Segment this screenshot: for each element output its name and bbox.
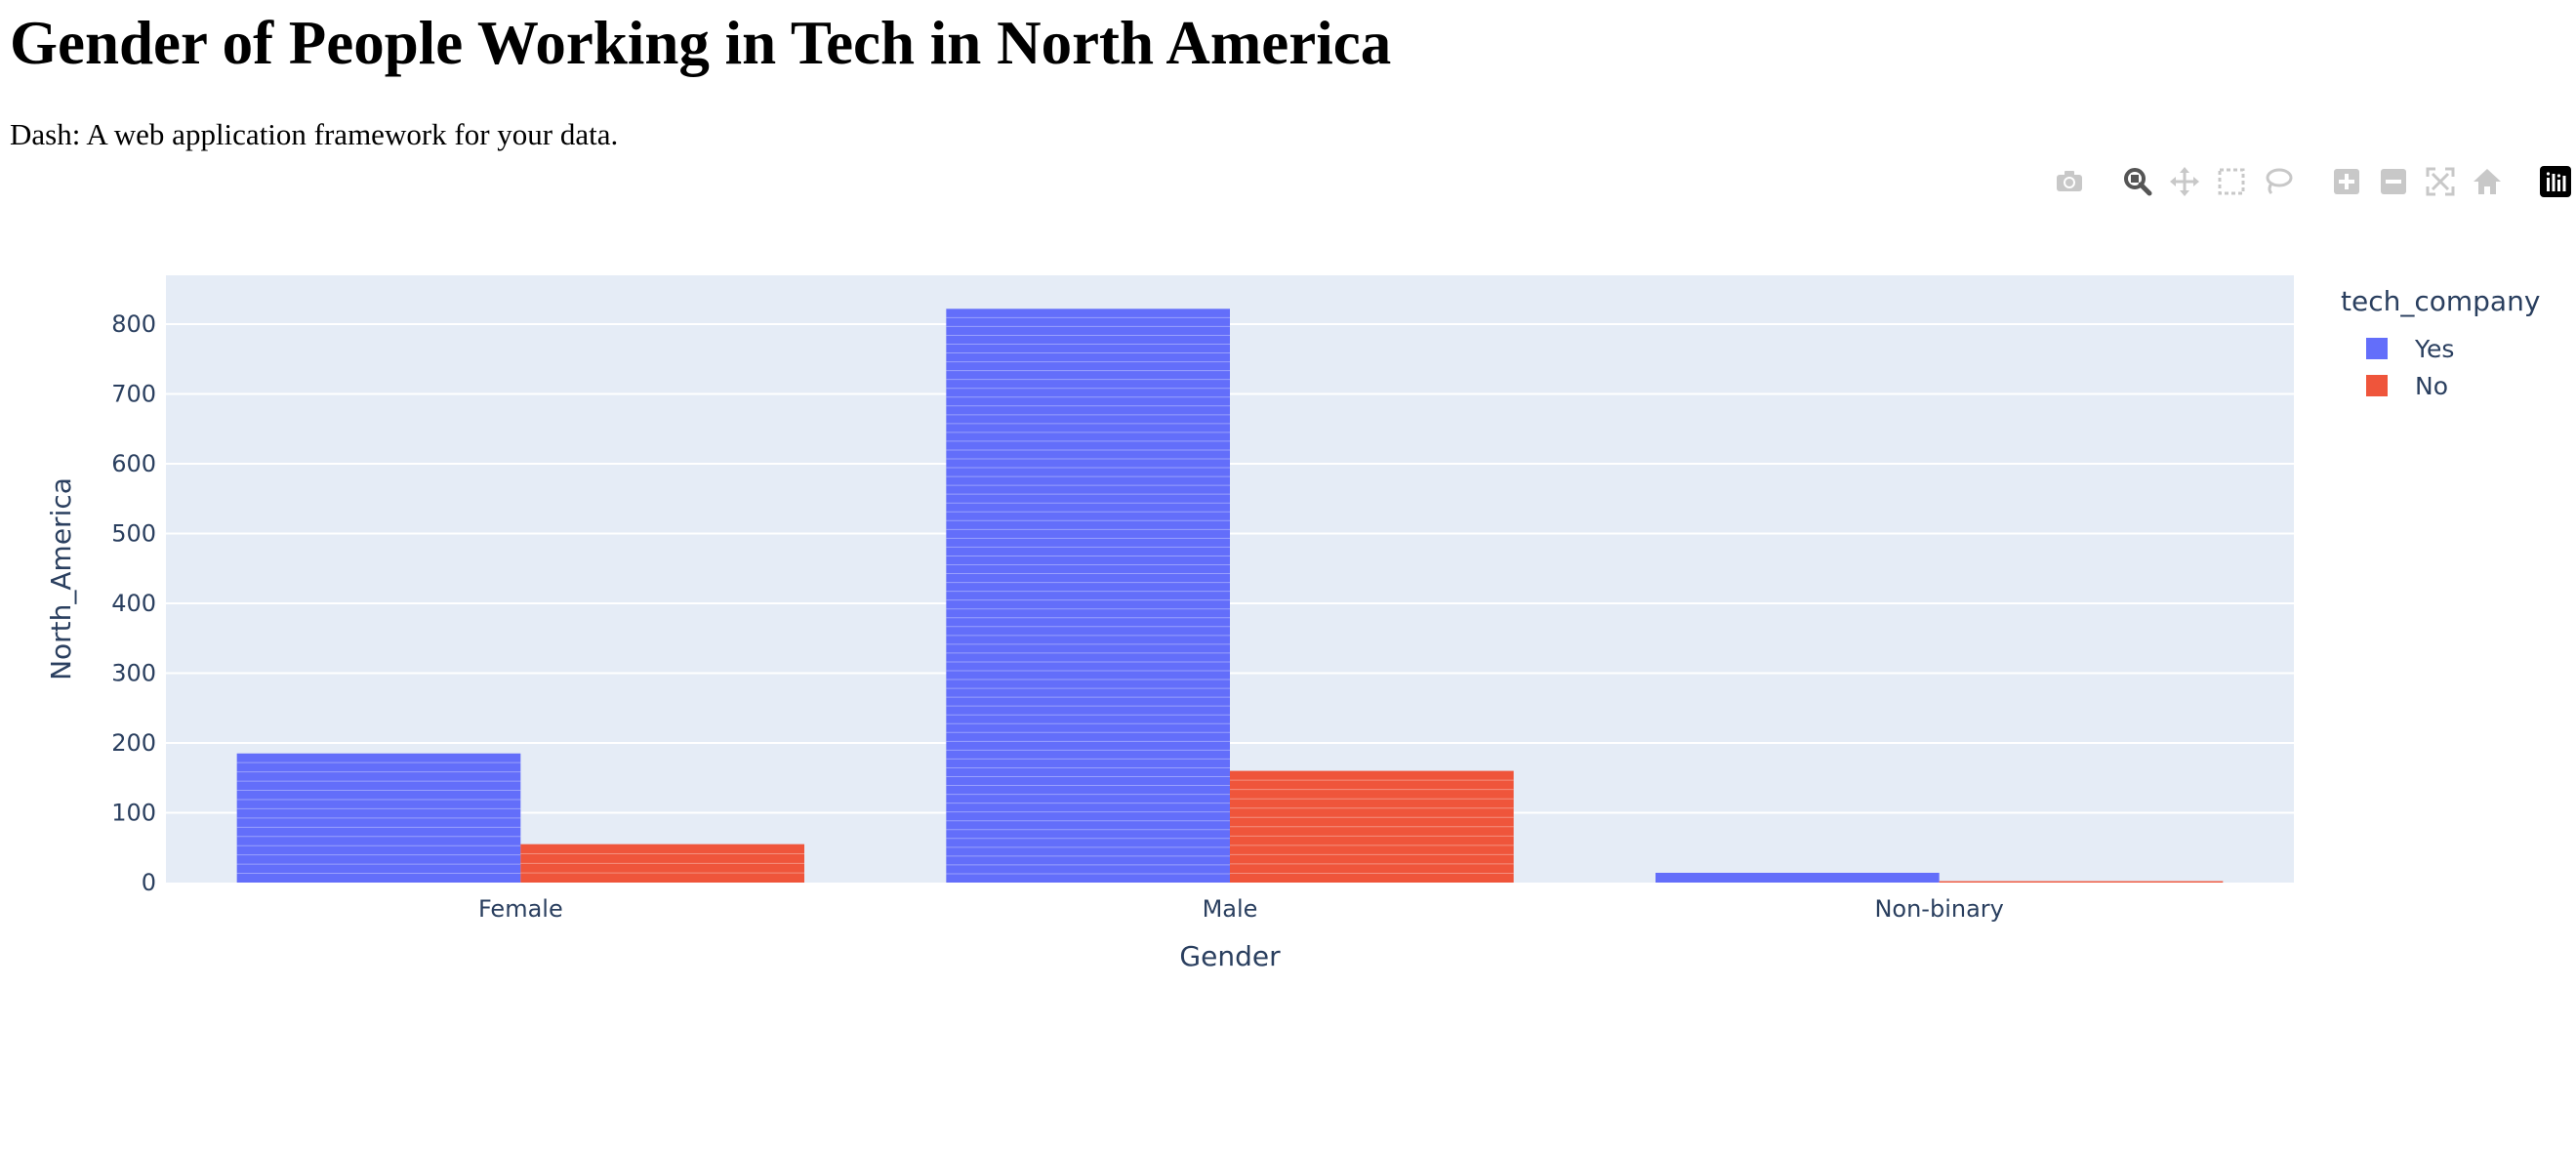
x-tick-label: Female xyxy=(478,895,563,923)
y-tick-label: 0 xyxy=(142,869,156,896)
bar-yes-non-binary[interactable] xyxy=(1656,872,1940,883)
legend-item-yes[interactable]: Yes xyxy=(2414,335,2454,363)
pan-icon xyxy=(2170,167,2199,196)
lasso-select-button[interactable] xyxy=(2259,162,2298,201)
y-tick-label: 200 xyxy=(111,729,156,757)
bar-no-female[interactable] xyxy=(520,844,804,883)
legend-title: tech_company xyxy=(2341,285,2540,317)
bar-yes-male[interactable] xyxy=(946,309,1230,883)
y-tick-label: 800 xyxy=(111,310,156,338)
zoom-in-button[interactable] xyxy=(2327,162,2366,201)
page-title: Gender of People Working in Tech in Nort… xyxy=(10,9,1392,77)
y-tick-label: 100 xyxy=(111,800,156,827)
zoom-out-button[interactable] xyxy=(2374,162,2413,201)
download-plot-button[interactable] xyxy=(2050,162,2089,201)
y-tick-label: 600 xyxy=(111,450,156,477)
x-axis-title: Gender xyxy=(1179,940,1281,972)
minus-icon xyxy=(2381,169,2406,194)
plus-icon xyxy=(2334,169,2359,194)
box-select-button[interactable] xyxy=(2212,162,2251,201)
zoom-icon xyxy=(2124,168,2152,196)
y-tick-label: 300 xyxy=(111,660,156,687)
box-select-icon xyxy=(2218,168,2245,195)
camera-icon xyxy=(2057,171,2082,191)
legend-swatch-yes[interactable] xyxy=(2366,338,2388,359)
reset-axes-button[interactable] xyxy=(2468,162,2507,201)
bar-yes-female[interactable] xyxy=(236,753,521,883)
plotly-logo[interactable] xyxy=(2536,162,2575,201)
y-tick-label: 500 xyxy=(111,520,156,548)
autoscale-button[interactable] xyxy=(2421,162,2460,201)
legend-swatch-no[interactable] xyxy=(2366,375,2388,396)
plotly-logo-icon xyxy=(2540,166,2571,197)
x-tick-label: Non-binary xyxy=(1874,895,2003,923)
pan-button[interactable] xyxy=(2165,162,2204,201)
y-tick-label: 700 xyxy=(111,381,156,408)
autoscale-icon xyxy=(2426,167,2455,196)
page-subtitle: Dash: A web application framework for yo… xyxy=(10,117,619,151)
x-tick-label: Male xyxy=(1203,895,1258,923)
bar-no-male[interactable] xyxy=(1230,770,1514,883)
lasso-icon xyxy=(2266,168,2293,195)
legend-item-no[interactable]: No xyxy=(2415,372,2448,400)
home-icon xyxy=(2474,169,2501,194)
y-axis-title: North_America xyxy=(45,477,77,680)
y-tick-label: 400 xyxy=(111,590,156,617)
bar-no-non-binary[interactable] xyxy=(1939,881,2224,883)
plot-modebar xyxy=(2050,160,2576,203)
zoom-button[interactable] xyxy=(2118,162,2157,201)
